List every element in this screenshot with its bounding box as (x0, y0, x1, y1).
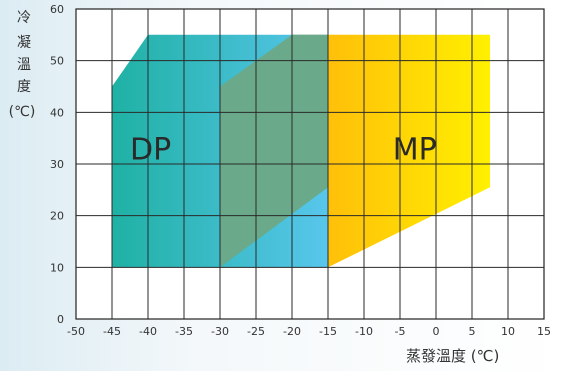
plot-frame (75, 8, 545, 320)
x-tick-labels: -50 -45 -40 -35 -30 -25 -20 -15 -10 -5 0 5 10 15 (67, 325, 551, 338)
y-axis-label-char: 溫 (17, 57, 31, 73)
y-axis-label-char: 冷 (17, 10, 31, 26)
y-tick-label: 0 (57, 313, 64, 326)
region-overlap (220, 34, 328, 268)
x-axis-label: 蒸發溫度 (℃) (406, 347, 499, 365)
y-tick-label: 20 (50, 210, 64, 223)
region-label-mp: MP (393, 133, 437, 168)
x-tick-label: -30 (211, 325, 229, 338)
x-tick-label: -15 (319, 325, 337, 338)
x-tick-label: -35 (175, 325, 193, 338)
region-labels: DP MP (130, 133, 437, 168)
y-tick-labels: 0 10 20 30 40 50 60 (50, 3, 64, 326)
x-tick-label: 15 (537, 325, 551, 338)
y-tick-label: 10 (50, 261, 64, 274)
y-axis-label-char: 凝 (17, 35, 31, 51)
y-tick-label: 40 (50, 106, 64, 119)
regions-layer (112, 34, 490, 268)
x-tick-label: -25 (247, 325, 265, 338)
x-tick-label: -40 (139, 325, 157, 338)
y-tick-label: 50 (50, 55, 64, 68)
y-tick-label: 60 (50, 3, 64, 16)
y-axis-label-char: 度 (17, 79, 31, 95)
y-axis-label-char: (℃) (9, 104, 36, 120)
x-tick-label: -5 (395, 325, 406, 338)
y-tick-label: 30 (50, 158, 64, 171)
x-tick-label: -50 (67, 325, 85, 338)
x-tick-label: -45 (103, 325, 121, 338)
x-tick-label: -10 (355, 325, 373, 338)
x-tick-label: -20 (283, 325, 301, 338)
x-tick-label: 10 (501, 325, 515, 338)
x-tick-label: 0 (433, 325, 440, 338)
region-label-dp: DP (130, 133, 171, 168)
x-tick-label: 5 (469, 325, 476, 338)
